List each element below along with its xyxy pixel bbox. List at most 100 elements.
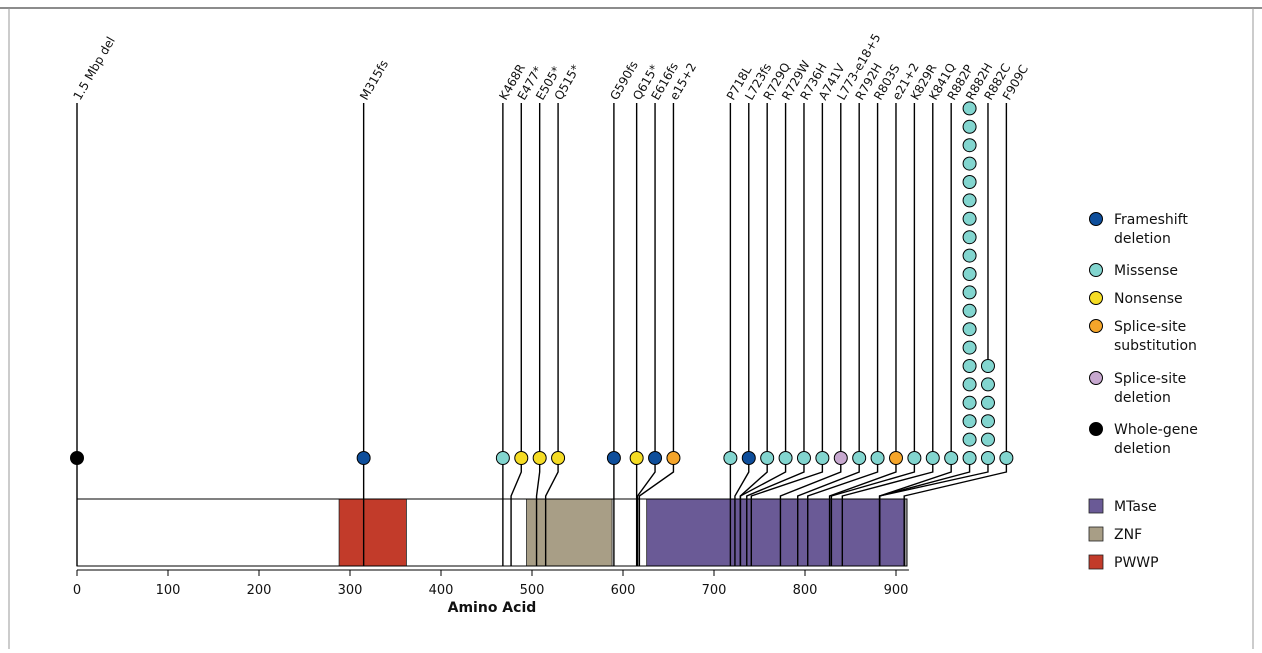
mutation-dot	[606, 451, 621, 465]
mutation-dot	[532, 451, 547, 465]
mutation-dot	[495, 451, 510, 465]
mutation-dot	[962, 156, 977, 171]
legend-label-splice_del: Splice-site deletion	[1114, 371, 1186, 406]
mutation-connector	[828, 464, 897, 566]
mutation-connector	[750, 464, 824, 566]
legend-label-mtase: MTase	[1114, 499, 1157, 515]
mutation-dot	[760, 451, 775, 465]
mutation-dot	[962, 303, 977, 318]
mutation-dot	[962, 340, 977, 355]
mutation-label: M315fs	[357, 58, 391, 103]
mutation-dot	[962, 101, 977, 116]
mutation-dot	[723, 451, 738, 465]
x-tick-label: 900	[884, 583, 909, 598]
mutation-dot	[980, 359, 995, 373]
mutation-label: 1.5 Mbp del	[70, 34, 117, 102]
mutation-dot	[852, 451, 867, 465]
frame-lines	[0, 7, 1262, 649]
mutation-dot	[980, 395, 995, 410]
x-tick-label: 700	[702, 583, 727, 598]
legend-label-whole_gene: Whole-gene deletion	[1114, 422, 1198, 457]
mutation-connector	[638, 464, 675, 566]
mutation-connector	[739, 464, 787, 566]
legend-swatch-pwwp	[1088, 554, 1104, 570]
mutation-dot	[70, 451, 84, 465]
mutation-dot	[666, 451, 681, 465]
mutation-dot	[999, 451, 1014, 465]
legend-dot-splice_sub	[1089, 319, 1103, 333]
domains-layer	[76, 498, 908, 567]
mutation-connector	[830, 464, 916, 566]
mutation-dot	[870, 451, 885, 465]
mutation-connector	[779, 464, 842, 566]
mutation-dot	[962, 285, 977, 300]
mutation-connector	[878, 464, 989, 566]
mutation-connector	[797, 464, 860, 566]
mutation-connector	[544, 464, 559, 566]
domain-mtase	[646, 498, 906, 567]
x-tick-label: 800	[793, 583, 818, 598]
mutation-connector	[807, 464, 879, 566]
legend-dot-whole_gene	[1089, 422, 1103, 436]
x-tick-label: 300	[338, 583, 363, 598]
mutation-dot	[962, 175, 977, 189]
legend-label-splice_sub: Splice-site substitution	[1114, 319, 1197, 354]
legend-dot-missense	[1089, 263, 1103, 277]
mutation-dot	[962, 230, 977, 245]
mutation-dot	[796, 451, 811, 465]
mutation-dot	[980, 377, 995, 392]
mutation-connector	[510, 464, 522, 566]
mutation-dot	[888, 451, 903, 465]
legend: Frameshift deletion Missense Nonsense Splice…	[1088, 212, 1198, 571]
stems-layer	[76, 101, 1008, 566]
mutation-connector	[841, 464, 934, 566]
mutation-dot	[962, 451, 977, 465]
legend-dot-nonsense	[1089, 291, 1103, 305]
mutation-dot	[962, 395, 977, 410]
mutation-dot	[962, 193, 977, 208]
mutation-dot	[944, 451, 959, 465]
mutation-dot	[962, 119, 977, 134]
mutation-connector	[535, 464, 541, 566]
legend-label-pwwp: PWWP	[1114, 555, 1159, 571]
mutation-dot	[833, 451, 848, 465]
legend-dot-frameshift	[1089, 212, 1103, 226]
x-tick-label: 0	[73, 583, 81, 598]
mutation-dot	[356, 451, 371, 465]
x-axis-label: Amino Acid	[448, 600, 537, 616]
legend-label-nonsense: Nonsense	[1114, 291, 1183, 307]
mutation-dot	[980, 451, 995, 465]
x-tick-label: 200	[247, 583, 272, 598]
mutation-dot	[980, 414, 995, 429]
x-tick-label: 400	[429, 583, 454, 598]
x-tick-label: 600	[611, 583, 636, 598]
dots-layer	[70, 101, 1014, 465]
domain-znf	[526, 498, 613, 567]
mutation-dot	[648, 451, 663, 465]
legend-label-missense: Missense	[1114, 263, 1178, 279]
domain-pwwp	[338, 498, 407, 567]
legend-label-frameshift: Frameshift deletion	[1114, 212, 1188, 247]
mutation-dot	[962, 138, 977, 153]
mutation-dot	[629, 451, 644, 465]
legend-dot-splice_del	[1089, 371, 1103, 385]
mutation-connector	[636, 464, 656, 566]
mutation-dot	[962, 377, 977, 392]
mutation-dot	[962, 359, 977, 373]
mutation-connector	[746, 464, 805, 566]
mutation-dot	[551, 451, 566, 465]
mutation-dot	[962, 432, 977, 447]
mutation-dot	[962, 414, 977, 429]
mutation-dot	[925, 451, 940, 465]
mutation-dot	[815, 451, 830, 465]
mutation-dot	[741, 451, 756, 465]
mutation-connector	[903, 464, 1008, 566]
mutation-dot	[907, 451, 922, 465]
legend-swatch-znf	[1088, 526, 1104, 542]
mutation-dot	[962, 211, 977, 226]
mutation-dot	[980, 432, 995, 447]
x-tick-label: 100	[156, 583, 181, 598]
mutation-connector	[734, 464, 750, 566]
